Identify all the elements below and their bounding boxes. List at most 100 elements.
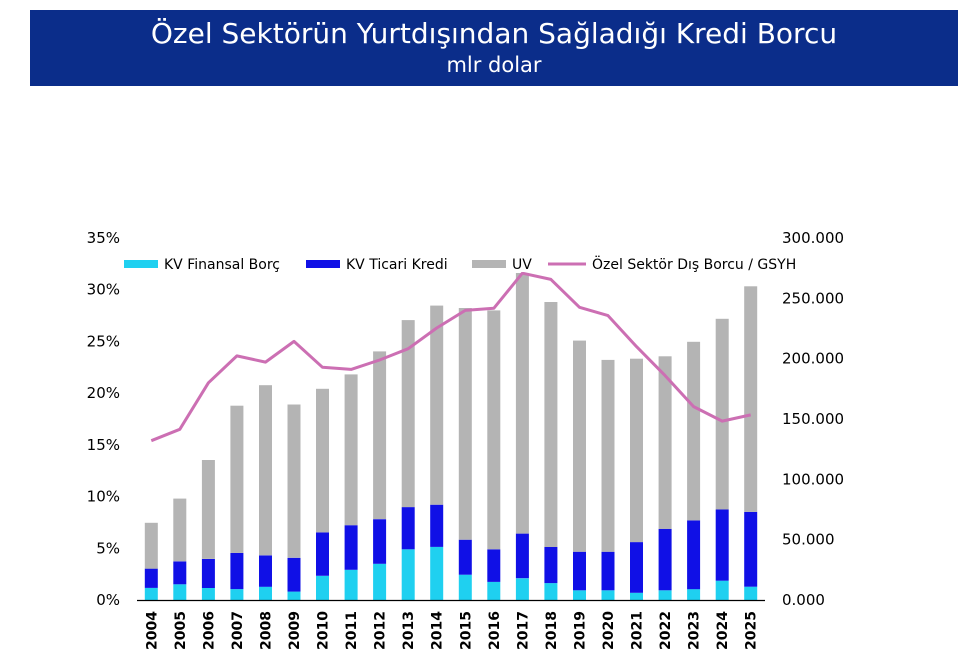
bar-kv-finansal-2022 [658,590,672,600]
legend-kv-ticari-bg [302,252,467,272]
x-tick-2016: 2016 [487,611,503,650]
y-left-tick: 30% [87,281,120,299]
bar-kv-ticari-2015 [458,539,472,575]
bar-kv-ticari-2025 [744,511,758,587]
y-right-tick: 100.000 [782,470,844,488]
bar-kv-ticari-2020 [601,551,615,591]
y-right-tick: 300.000 [782,229,844,247]
bar-uv-2021 [630,358,643,543]
y-left-tick: 10% [87,488,120,506]
legend-kv-ticari-label: KV Ticari Kredi [346,257,448,273]
bar-kv-finansal-2018 [544,583,558,600]
x-tick-2014: 2014 [430,611,446,650]
bar-uv-2019 [573,340,586,552]
bar-kv-finansal-2009 [287,591,301,600]
bar-uv-2016 [487,310,501,550]
chart-title: Özel Sektörün Yurtdışından Sağladığı Kre… [150,17,838,50]
bar-kv-finansal-2025 [744,586,758,600]
bar-kv-finansal-2017 [515,578,529,600]
legend-ratio-bg [544,252,820,272]
bar-uv-2018 [544,302,558,547]
chart-subtitle: mlr dolar [446,53,542,77]
line-ozel-sektor-dis-borcu-gsyh [150,271,752,443]
bar-uv-2025 [744,286,758,512]
bar-kv-finansal-2014 [430,546,444,600]
x-tick-2018: 2018 [544,611,560,650]
bar-uv-2009 [287,404,301,558]
bar-uv-2015 [458,308,472,540]
x-tick-2008: 2008 [258,611,274,650]
title-banner: Özel Sektörün Yurtdışından Sağladığı Kre… [30,10,958,86]
y-left-tick: 35% [87,229,120,247]
y-right-tick: 200.000 [782,350,844,368]
bar-kv-finansal-2012 [373,563,387,600]
legend-ratio-label: Özel Sektör Dış Borcu / GSYH [592,255,796,273]
bar-kv-ticari-2011 [344,525,358,570]
bar-kv-finansal-2007 [230,589,244,600]
x-tick-2012: 2012 [373,611,389,650]
y-left-tick: 5% [96,539,120,557]
bar-uv-2011 [344,374,358,526]
x-tick-2023: 2023 [687,611,703,650]
x-tick-2019: 2019 [572,611,588,650]
legend-kv-ticari-swatch [306,260,340,268]
x-tick-2024: 2024 [715,611,731,650]
x-tick-2006: 2006 [201,611,217,650]
bar-kv-finansal-2016 [487,581,501,600]
y-left-tick: 25% [87,332,120,350]
bar-kv-ticari-2012 [373,519,387,564]
x-tick-2021: 2021 [630,611,646,650]
x-tick-2004: 2004 [144,611,160,650]
y-right-tick: 250.000 [782,289,844,307]
bar-kv-finansal-2013 [401,549,415,600]
bar-uv-2007 [230,405,244,553]
bar-uv-2005 [173,498,187,562]
bar-uv-2010 [316,388,329,533]
bar-kv-finansal-2004 [144,587,158,600]
bar-uv-2014 [430,305,444,505]
x-tick-2015: 2015 [458,611,474,650]
bar-kv-finansal-2019 [573,590,586,600]
y-left-tick: 20% [87,384,120,402]
bar-uv-2013 [401,320,415,508]
y-left-tick: 15% [87,436,120,454]
bar-kv-ticari-2024 [715,509,729,581]
x-tick-2017: 2017 [515,611,531,650]
bar-kv-ticari-2018 [544,546,558,584]
bar-uv-2004 [144,522,158,569]
y-right-tick: 150.000 [782,410,844,428]
y-right-tick: 0.000 [782,591,825,609]
bar-kv-ticari-2016 [487,549,501,582]
legend-uv-swatch [472,260,506,268]
bar-kv-finansal-2006 [201,587,215,600]
bar-uv-2008 [259,385,272,556]
bar-kv-ticari-2008 [259,555,272,587]
bar-uv-2022 [658,356,672,529]
bar-kv-ticari-2019 [573,551,586,591]
bar-kv-finansal-2010 [316,575,329,600]
bar-uv-2012 [373,351,387,520]
bar-uv-2023 [687,341,701,521]
bar-kv-finansal-2005 [173,584,187,600]
legend-uv-label: UV [512,257,532,273]
y-left-tick: 0% [96,591,120,609]
legend-kv-finansal-swatch [124,260,158,268]
bar-kv-finansal-2024 [715,580,729,600]
x-tick-2025: 2025 [744,611,760,650]
bar-kv-finansal-2011 [344,569,358,600]
bar-uv-2006 [201,460,215,559]
bar-uv-2020 [601,359,615,552]
bar-kv-ticari-2014 [430,504,444,547]
bar-kv-ticari-2010 [316,532,329,576]
x-tick-2022: 2022 [658,611,674,650]
bar-kv-ticari-2017 [515,533,529,579]
x-tick-2020: 2020 [601,611,617,650]
bar-uv-2017 [515,273,529,534]
bar-uv-2024 [715,318,729,510]
bar-kv-ticari-2005 [173,561,187,585]
bar-kv-finansal-2021 [630,592,643,600]
bar-kv-finansal-2008 [259,586,272,600]
x-tick-2009: 2009 [287,611,303,650]
x-tick-2013: 2013 [401,611,417,650]
